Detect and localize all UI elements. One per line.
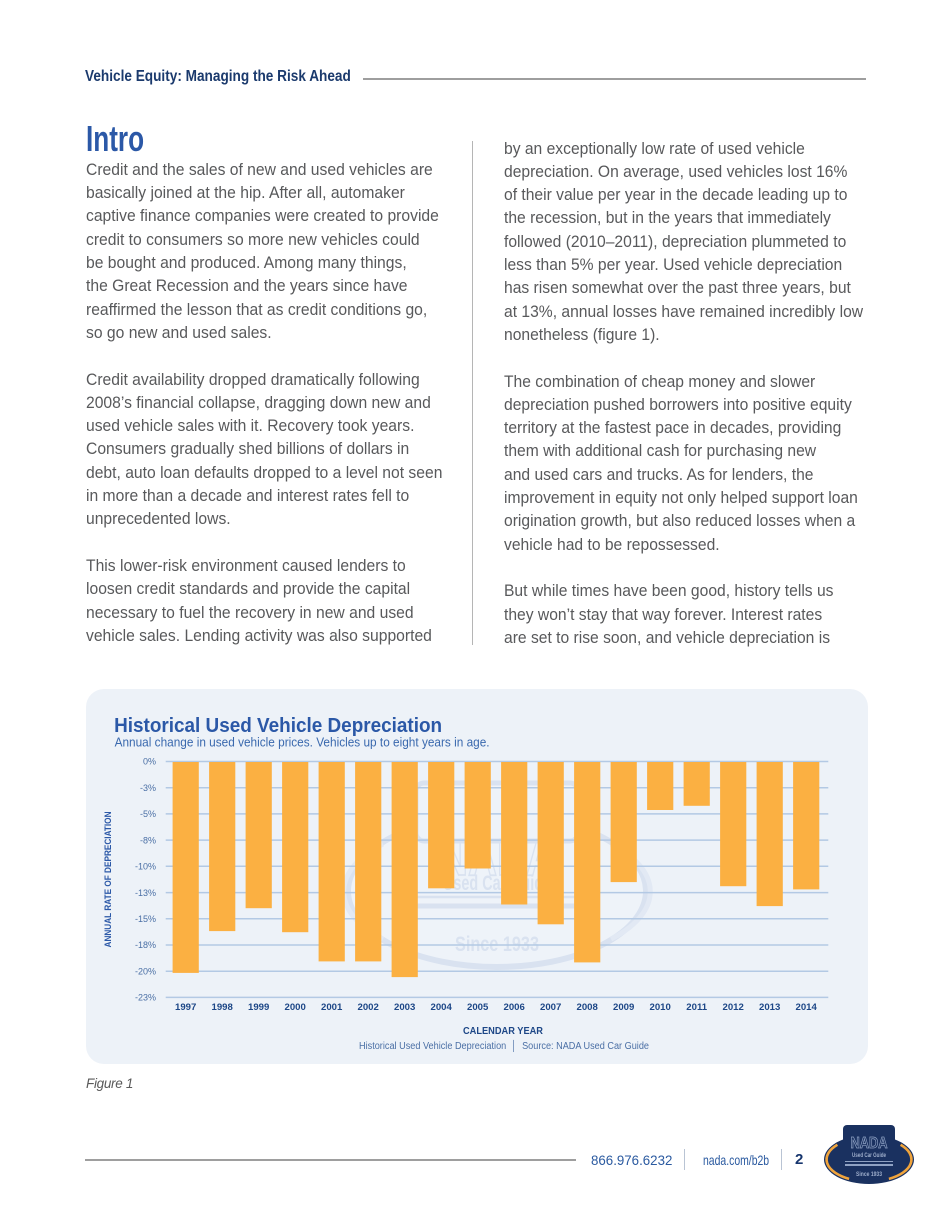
svg-text:2011: 2011: [686, 1002, 707, 1013]
svg-text:-18%: -18%: [135, 940, 156, 950]
svg-text:2012: 2012: [723, 1002, 744, 1013]
svg-text:2006: 2006: [504, 1002, 525, 1013]
svg-text:Historical Used Vehicle Deprec: Historical Used Vehicle Depreciation: [114, 714, 442, 737]
svg-text:-8%: -8%: [140, 835, 156, 845]
svg-text:NADA: NADA: [439, 829, 555, 887]
svg-text:2014: 2014: [796, 1002, 818, 1013]
svg-text:-3%: -3%: [140, 783, 156, 793]
svg-text:Annual change in used vehicle: Annual change in used vehicle prices. Ve…: [115, 735, 490, 749]
svg-text:-5%: -5%: [140, 809, 156, 819]
svg-text:-23%: -23%: [135, 993, 156, 1003]
svg-text:ANNUAL RATE OF DEPRECIATION: ANNUAL RATE OF DEPRECIATION: [103, 811, 114, 947]
svg-text:2007: 2007: [540, 1002, 561, 1013]
svg-text:2005: 2005: [467, 1002, 489, 1013]
svg-text:2001: 2001: [321, 1002, 343, 1013]
svg-text:2013: 2013: [759, 1002, 780, 1013]
svg-text:2002: 2002: [358, 1002, 379, 1013]
svg-text:Used Car Guide: Used Car Guide: [443, 872, 551, 895]
svg-text:2003: 2003: [394, 1002, 415, 1013]
svg-text:Historical Used Vehicle Deprec: Historical Used Vehicle Depreciation │ S…: [359, 1039, 649, 1053]
svg-text:2010: 2010: [650, 1002, 671, 1013]
svg-text:-13%: -13%: [135, 888, 156, 898]
svg-text:0%: 0%: [143, 757, 156, 767]
svg-text:-20%: -20%: [135, 966, 156, 976]
svg-text:NADA: NADA: [851, 1135, 888, 1152]
svg-text:1997: 1997: [175, 1002, 196, 1013]
svg-text:Used Car Guide: Used Car Guide: [852, 1152, 886, 1159]
svg-text:Since 1933: Since 1933: [856, 1171, 882, 1178]
svg-text:2000: 2000: [285, 1002, 306, 1013]
svg-text:1999: 1999: [248, 1002, 269, 1013]
svg-text:2008: 2008: [577, 1002, 599, 1013]
svg-text:-15%: -15%: [135, 914, 156, 924]
svg-text:CALENDAR YEAR: CALENDAR YEAR: [463, 1025, 543, 1037]
svg-text:2009: 2009: [613, 1002, 634, 1013]
svg-text:1998: 1998: [212, 1002, 234, 1013]
svg-text:2004: 2004: [431, 1002, 453, 1013]
svg-text:-10%: -10%: [135, 862, 156, 872]
